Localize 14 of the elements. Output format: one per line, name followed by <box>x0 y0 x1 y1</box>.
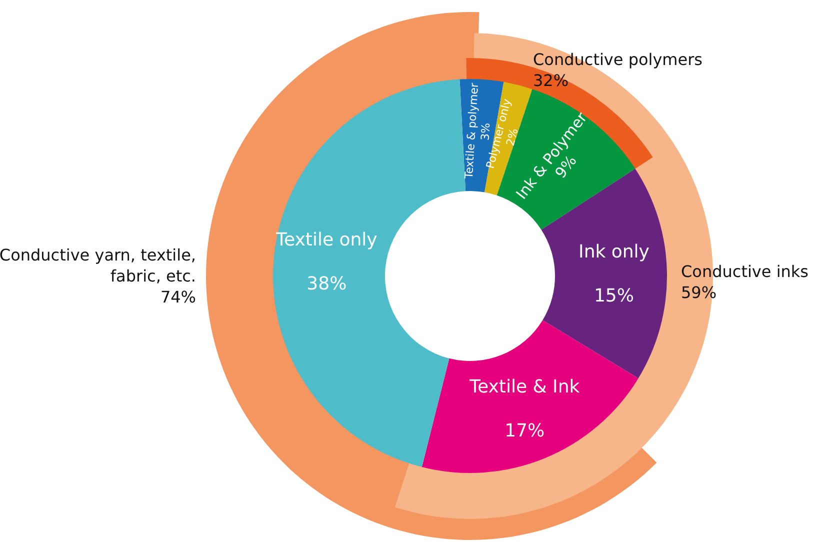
category-label: Conductive yarn, textile, fabric, etc. <box>0 246 196 286</box>
data-label: 15% <box>594 285 634 306</box>
slice-label: Textile & Ink <box>468 376 580 398</box>
data-label: 2% <box>504 127 521 148</box>
data-label: 17% <box>504 420 545 442</box>
data-label: 74% <box>160 288 196 306</box>
category-label: Conductive inks <box>681 262 808 281</box>
slice-label: Textile only <box>275 230 378 251</box>
data-label: 38% <box>306 274 347 295</box>
slice-label: Textile & polymer <box>462 82 482 180</box>
category-label: Conductive polymers <box>533 50 703 69</box>
data-label: 59% <box>681 283 717 302</box>
data-label: 32% <box>533 71 569 90</box>
slice-label: Ink only <box>578 241 650 262</box>
